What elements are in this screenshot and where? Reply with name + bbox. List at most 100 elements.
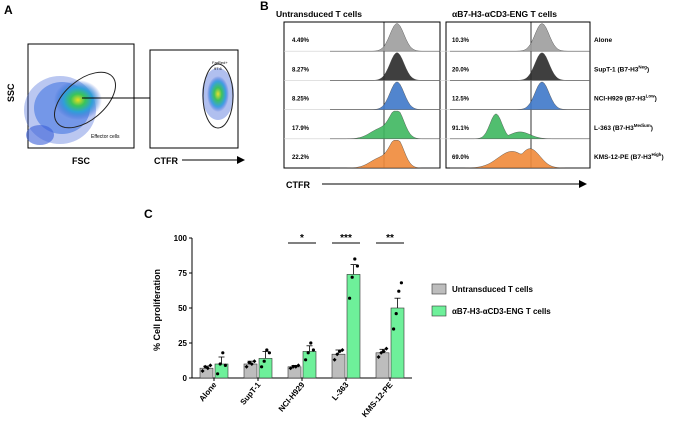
data-point [348,296,352,300]
histogram-left [330,23,440,52]
data-point [203,364,208,369]
x-tick-label: SupT-1 [238,380,262,407]
histogram-left [330,81,440,110]
data-point [306,351,310,355]
col1-title: Untransduced T cells [276,9,362,19]
x-tick-label: L-363 [330,380,351,402]
row-label: NCI-H929 (B7-H3Low) [594,94,657,103]
data-point [208,363,213,368]
histogram-right [450,148,590,169]
panel-b-xlabel: CTFR [286,180,310,190]
data-point [397,289,401,293]
bar [331,353,346,379]
x-tick-label: KMS-12-PE [360,380,395,419]
y-tick-label: 75 [178,269,187,278]
data-point [335,352,340,357]
data-point [205,366,210,371]
histogram-right [450,113,590,139]
significance-label: ** [386,233,394,244]
data-point [399,281,403,285]
percent-left: 8.27% [292,67,310,73]
scatter-cloud-1 [24,76,102,145]
x-tick-label: Alone [197,380,219,403]
histogram-left [330,52,440,81]
percent-right: 69.0% [452,155,470,161]
x-tick-labels: Alone SupT-1 NCI-H929 L-363 KMS-12-PE [197,378,395,419]
data-point [392,327,396,331]
row-label: Alone [594,37,612,44]
percent-left: 8.25% [292,97,310,103]
data-point [350,275,354,279]
percent-left: 17.9% [292,126,310,132]
data-point [262,359,266,363]
panel-c: % Cell proliferation 0 25 50 75 100 Alone Sup… [152,233,551,419]
y-tick-label: 50 [178,304,187,313]
significance-marks: * *** ** [288,233,404,244]
legend-label: Untransduced T cells [452,285,533,294]
data-point [291,364,296,369]
row-label: KMS-12-PE (B7-H3High) [594,152,664,161]
gate-ellipse-farred [202,63,234,129]
data-point [332,357,337,362]
data-point [288,366,293,371]
legend-swatch [431,283,447,295]
data-point [384,346,389,351]
legend-swatch [431,305,447,317]
plot2-xlabel: CTFR [154,156,178,166]
bars [199,257,405,379]
percent-right: 91.1% [452,126,470,132]
panel-letter-b: B [260,0,269,13]
y-tick-label: 25 [178,339,187,348]
data-point [355,264,359,268]
data-point [340,348,345,352]
data-point [265,348,269,352]
percent-left: 22.2% [292,155,310,161]
row-label: L-363 (B7-H3Medium) [594,123,653,132]
row-label: SupT-1 (B7-H3Neg) [594,64,649,73]
y-tick-label: 100 [174,234,188,243]
data-point [381,349,386,354]
scatter-cloud-2 [202,68,234,120]
bar [390,307,405,379]
gate-value-farred: 97.6 [214,66,223,71]
histogram-right [450,81,590,110]
panel-a: Effector cells SSC FSC FarRed+ 97.6 CTFR [6,43,245,166]
data-point [296,363,301,368]
data-point [376,355,381,359]
percent-right: 12.5% [452,97,470,103]
y-tick-label: 0 [183,374,188,383]
plot1-xlabel: FSC [72,156,91,166]
data-point [252,359,257,364]
bar [302,351,317,379]
gate-label-farred: FarRed+ [212,60,228,65]
histogram-left [330,110,440,139]
data-point [260,365,264,369]
percent-left: 4.49% [292,38,310,44]
panel-letter-c: C [144,207,153,221]
panel-letter-a: A [4,3,13,17]
histogram-right [450,52,590,81]
data-point [304,358,308,362]
significance-label: * [300,233,304,244]
histogram-left [330,140,440,169]
significance-label: *** [340,233,352,244]
data-point [200,369,205,373]
data-point [244,364,249,369]
data-point [309,341,313,345]
data-point [267,351,271,355]
data-point [221,351,225,355]
data-point [394,312,398,316]
gate-label-effector: Effector cells [91,134,120,140]
gate-ellipse-effector [54,71,116,129]
x-tick-label: NCI-H929 [277,380,307,413]
chart-ylabel: % Cell proliferation [152,269,162,351]
data-point [216,372,220,376]
histogram-right [450,23,590,52]
data-point [311,348,315,352]
data-point [223,363,227,367]
data-point [249,362,254,366]
percent-right: 20.0% [452,67,470,73]
col2-title: αB7-H3-αCD3-ENG T cells [452,9,557,19]
data-point [218,362,222,366]
